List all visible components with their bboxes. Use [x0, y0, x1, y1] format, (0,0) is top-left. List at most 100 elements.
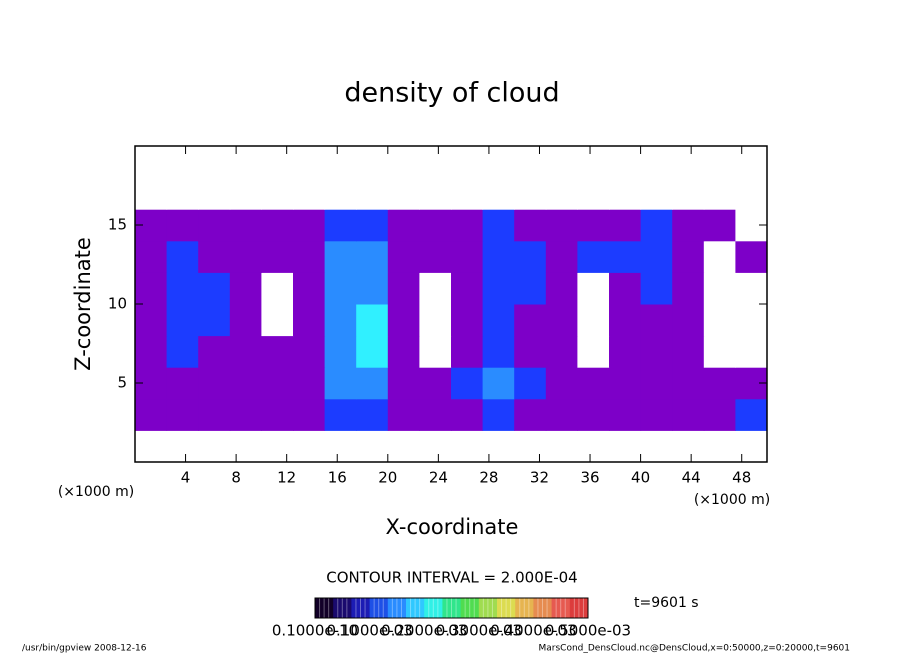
contour-cell: [324, 146, 357, 179]
footer-right: MarsCond_DensCloud.nc@DensCloud,x=0:5000…: [539, 644, 851, 654]
contour-cell: [482, 304, 515, 337]
contour-cell: [229, 209, 262, 242]
contour-cell: [293, 367, 326, 400]
contour-cell: [703, 367, 736, 400]
contour-cell: [672, 240, 705, 273]
contour-cell: [577, 209, 610, 242]
colorbar-swatch: [551, 598, 571, 618]
contour-cell: [609, 367, 642, 400]
contour-cell: [703, 146, 736, 179]
contour-cell: [672, 430, 705, 463]
contour-cell: [198, 272, 231, 305]
colorbar-swatch: [315, 598, 334, 618]
contour-cell: [640, 398, 673, 431]
contour-cell: [387, 398, 420, 431]
contour-cell: [640, 209, 673, 242]
contour-cell: [703, 177, 736, 210]
contour-cell: [514, 177, 547, 210]
contour-cell: [640, 335, 673, 368]
contour-cell: [735, 272, 768, 305]
contour-cell: [609, 146, 642, 179]
colorbar-swatch: [478, 598, 498, 618]
contour-cell: [166, 146, 199, 179]
contour-cell: [451, 240, 484, 273]
contour-cell: [672, 367, 705, 400]
contour-cell: [640, 146, 673, 179]
contour-cell: [387, 177, 420, 210]
contour-cell: [672, 209, 705, 242]
contour-cell: [672, 272, 705, 305]
contour-cell: [293, 209, 326, 242]
x-tick-label: 48: [732, 469, 751, 487]
contour-cell: [135, 335, 168, 368]
contour-cell: [166, 335, 199, 368]
contour-cell: [672, 177, 705, 210]
contour-cell: [293, 430, 326, 463]
contour-cell: [703, 398, 736, 431]
contour-cell: [419, 304, 452, 337]
contour-cell: [735, 304, 768, 337]
x-tick-label: 16: [328, 469, 347, 487]
contour-cell: [261, 272, 294, 305]
contour-cell: [735, 146, 768, 179]
contour-cell: [356, 398, 389, 431]
x-tick-label: 8: [231, 469, 241, 487]
contour-cell: [261, 304, 294, 337]
contour-cell: [419, 367, 452, 400]
contour-cell: [419, 335, 452, 368]
contour-cell: [451, 335, 484, 368]
contour-cell: [419, 398, 452, 431]
contour-cell: [609, 240, 642, 273]
contour-cell: [198, 398, 231, 431]
contour-cell: [703, 240, 736, 273]
contour-cell: [545, 335, 578, 368]
colorbar-swatch: [424, 598, 443, 618]
contour-cell: [293, 304, 326, 337]
contour-cell: [545, 430, 578, 463]
contour-cell: [135, 398, 168, 431]
contour-cell: [609, 209, 642, 242]
y-tick-label: 15: [108, 216, 127, 234]
contour-cell: [356, 272, 389, 305]
contour-cell: [545, 367, 578, 400]
contour-cell: [451, 272, 484, 305]
contour-cell: [293, 398, 326, 431]
colorbar-swatch: [442, 598, 462, 618]
contour-cell: [324, 430, 357, 463]
contour-cell: [735, 177, 768, 210]
colorbar-label: 0.3000e-03: [436, 622, 522, 640]
contour-cell: [482, 240, 515, 273]
colorbar-swatch: [460, 598, 480, 618]
contour-cell: [451, 146, 484, 179]
contour-cell: [609, 398, 642, 431]
contour-cell: [198, 430, 231, 463]
colorbar-swatch: [406, 598, 425, 618]
contour-cell: [198, 146, 231, 179]
contour-cell: [545, 398, 578, 431]
contour-cell: [324, 177, 357, 210]
contour-cell: [198, 209, 231, 242]
contour-cell: [482, 430, 515, 463]
contour-cell: [735, 335, 768, 368]
x-unit: (×1000 m): [694, 492, 770, 508]
contour-cell: [229, 146, 262, 179]
contour-cell: [482, 367, 515, 400]
contour-cell: [198, 177, 231, 210]
contour-cell: [356, 304, 389, 337]
contour-cell: [451, 209, 484, 242]
contour-cell: [198, 367, 231, 400]
contour-cell: [198, 304, 231, 337]
contour-cell: [387, 430, 420, 463]
contour-cell: [135, 240, 168, 273]
contour-cell: [261, 209, 294, 242]
contour-cell: [545, 240, 578, 273]
colorbar-swatch: [387, 598, 407, 618]
contour-cell: [356, 240, 389, 273]
x-tick-label: 20: [378, 469, 397, 487]
contour-cell: [640, 272, 673, 305]
contour-cell: [482, 398, 515, 431]
contour-cell: [387, 209, 420, 242]
contour-cell: [514, 209, 547, 242]
contour-cell: [229, 177, 262, 210]
contour-cell: [324, 304, 357, 337]
